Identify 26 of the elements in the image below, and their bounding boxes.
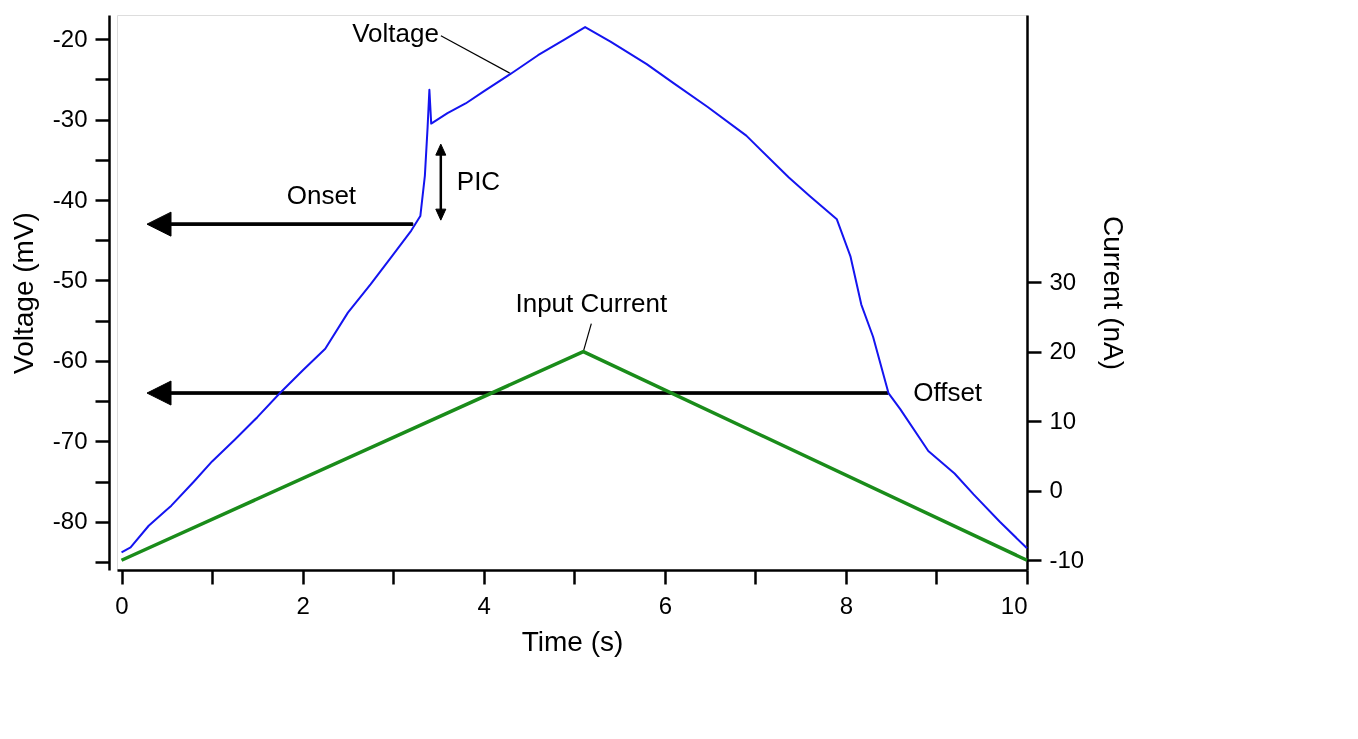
- annotation: Onset: [286, 180, 357, 211]
- annotation: Input Current: [515, 287, 668, 318]
- y-tick-label: -50: [52, 265, 88, 293]
- annotation: Offset: [913, 377, 983, 408]
- x-tick-label: 8: [839, 591, 854, 619]
- y-tick-label: -80: [52, 507, 88, 535]
- annotation: PIC: [456, 166, 501, 197]
- x-tick-label: 0: [115, 591, 129, 619]
- y-tick-label: -70: [52, 426, 88, 454]
- x-tick-label: 4: [477, 591, 491, 619]
- y2-tick-label: 20: [1049, 337, 1077, 365]
- y-tick-label: -30: [52, 105, 88, 133]
- annotation: Voltage: [352, 17, 439, 48]
- x-tick-label: 6: [658, 591, 672, 619]
- x-axis-title: Time (s): [521, 625, 624, 657]
- y2-tick-label: 0: [1049, 476, 1063, 504]
- x-tick-label: 10: [1000, 591, 1028, 619]
- y2-tick-label: 10: [1049, 406, 1077, 434]
- y2-axis-title: Current (nA): [1098, 215, 1130, 371]
- y-tick-label: -60: [52, 346, 88, 374]
- x-tick-label: 2: [296, 591, 310, 619]
- y-tick-label: -40: [52, 185, 88, 213]
- y2-tick-label: 30: [1049, 267, 1077, 295]
- y2-tick-label: -10: [1049, 545, 1085, 573]
- y-axis-title: Voltage (mV): [7, 212, 39, 374]
- y-tick-label: -20: [52, 24, 88, 52]
